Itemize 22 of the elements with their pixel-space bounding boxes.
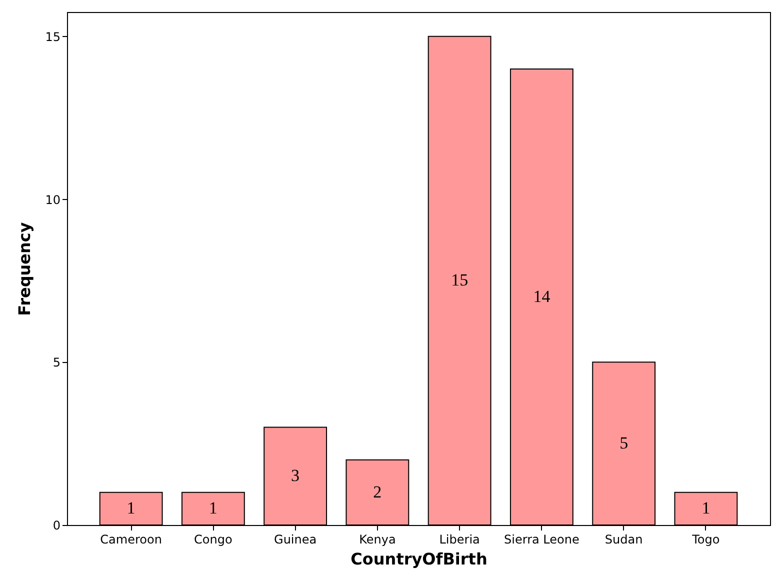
x-tick-label: Liberia xyxy=(439,532,480,546)
y-tick-label: 10 xyxy=(45,192,60,207)
data-label: 15 xyxy=(451,270,468,290)
data-label: 5 xyxy=(620,434,628,453)
data-label: 14 xyxy=(533,287,551,306)
x-tick-label: Sierra Leone xyxy=(504,532,580,546)
x-tick-label: Cameroon xyxy=(100,532,162,546)
y-tick-label: 0 xyxy=(52,518,60,532)
data-label: 2 xyxy=(373,482,382,502)
data-label: 1 xyxy=(702,498,710,518)
x-tick-label: Togo xyxy=(691,532,720,546)
x-tick-label: Guinea xyxy=(274,532,317,546)
y-tick-label: 15 xyxy=(45,30,60,44)
x-axis-title: CountryOfBirth xyxy=(350,550,488,568)
x-tick-label: Sudan xyxy=(604,532,643,546)
data-label: 3 xyxy=(291,466,300,486)
y-tick-label: 5 xyxy=(52,356,60,370)
x-tick-label: Kenya xyxy=(359,532,396,546)
y-axis-title: Frequency xyxy=(15,222,34,316)
data-label: 1 xyxy=(208,498,218,518)
x-tick-label: Congo xyxy=(194,532,232,546)
data-label: 1 xyxy=(126,498,136,518)
